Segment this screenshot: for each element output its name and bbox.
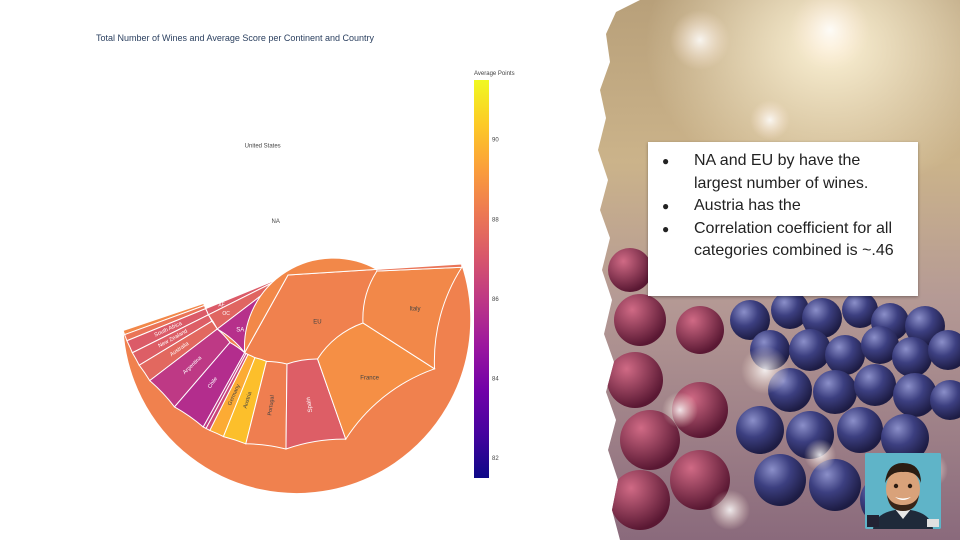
sunburst-segment-south-africa[interactable] <box>126 307 210 354</box>
sunburst-segment-eu-minor-8[interactable] <box>376 263 463 272</box>
presenter-avatar <box>865 453 941 529</box>
sunburst-label-na: NA <box>272 219 280 225</box>
sunburst-label-france: France <box>360 376 379 382</box>
bullet-1: NA and EU by have the largest number of … <box>662 150 908 195</box>
chart-title: Total Number of Wines and Average Score … <box>96 33 374 43</box>
insight-text-box: NA and EU by have the largest number of … <box>648 142 918 296</box>
sunburst-label-spain: Spain <box>306 397 314 413</box>
sunburst-segment-austria[interactable] <box>222 357 268 445</box>
sunburst-segment-new-zealand[interactable] <box>131 314 213 366</box>
bullet-3: Correlation coefficient for all categori… <box>662 218 908 263</box>
sunburst-label-oc: OC <box>222 311 230 317</box>
colorbar-title: Average Points <box>474 71 515 77</box>
sunburst-label-italy: Italy <box>409 307 420 313</box>
bullet-2: Austria has the <box>662 195 908 218</box>
sunburst-label-portugal: Portugal <box>267 395 276 416</box>
sunburst-label-sa: SA <box>236 328 244 334</box>
sunburst-segment-portugal[interactable] <box>245 360 288 450</box>
sunburst-segment-chile[interactable] <box>173 341 246 428</box>
sunburst-label-austria: Austria <box>243 390 254 409</box>
sunburst-segment-germany[interactable] <box>209 353 256 438</box>
sunburst-label-af: AF <box>218 302 224 308</box>
colorbar-tick-label: 88 <box>492 217 499 223</box>
sunburst-segment-spain[interactable] <box>285 358 347 450</box>
colorbar-tick-label: 90 <box>492 138 499 144</box>
sunburst-label-eu: EU <box>313 319 321 325</box>
colorbar-tick-label: 84 <box>492 377 499 383</box>
colorbar-tick-label: 82 <box>492 456 499 462</box>
sunburst-segment-argentina[interactable] <box>148 328 231 408</box>
sunburst-segment-eu[interactable] <box>243 257 379 355</box>
sunburst-segment-france[interactable] <box>316 322 436 441</box>
sunburst-segment-australia[interactable] <box>138 320 218 382</box>
colorbar-tick-label: 86 <box>492 297 499 303</box>
colorbar <box>474 80 489 478</box>
sunburst-label-united-states: United States <box>245 144 281 150</box>
sunburst-segment-italy[interactable] <box>362 266 463 370</box>
